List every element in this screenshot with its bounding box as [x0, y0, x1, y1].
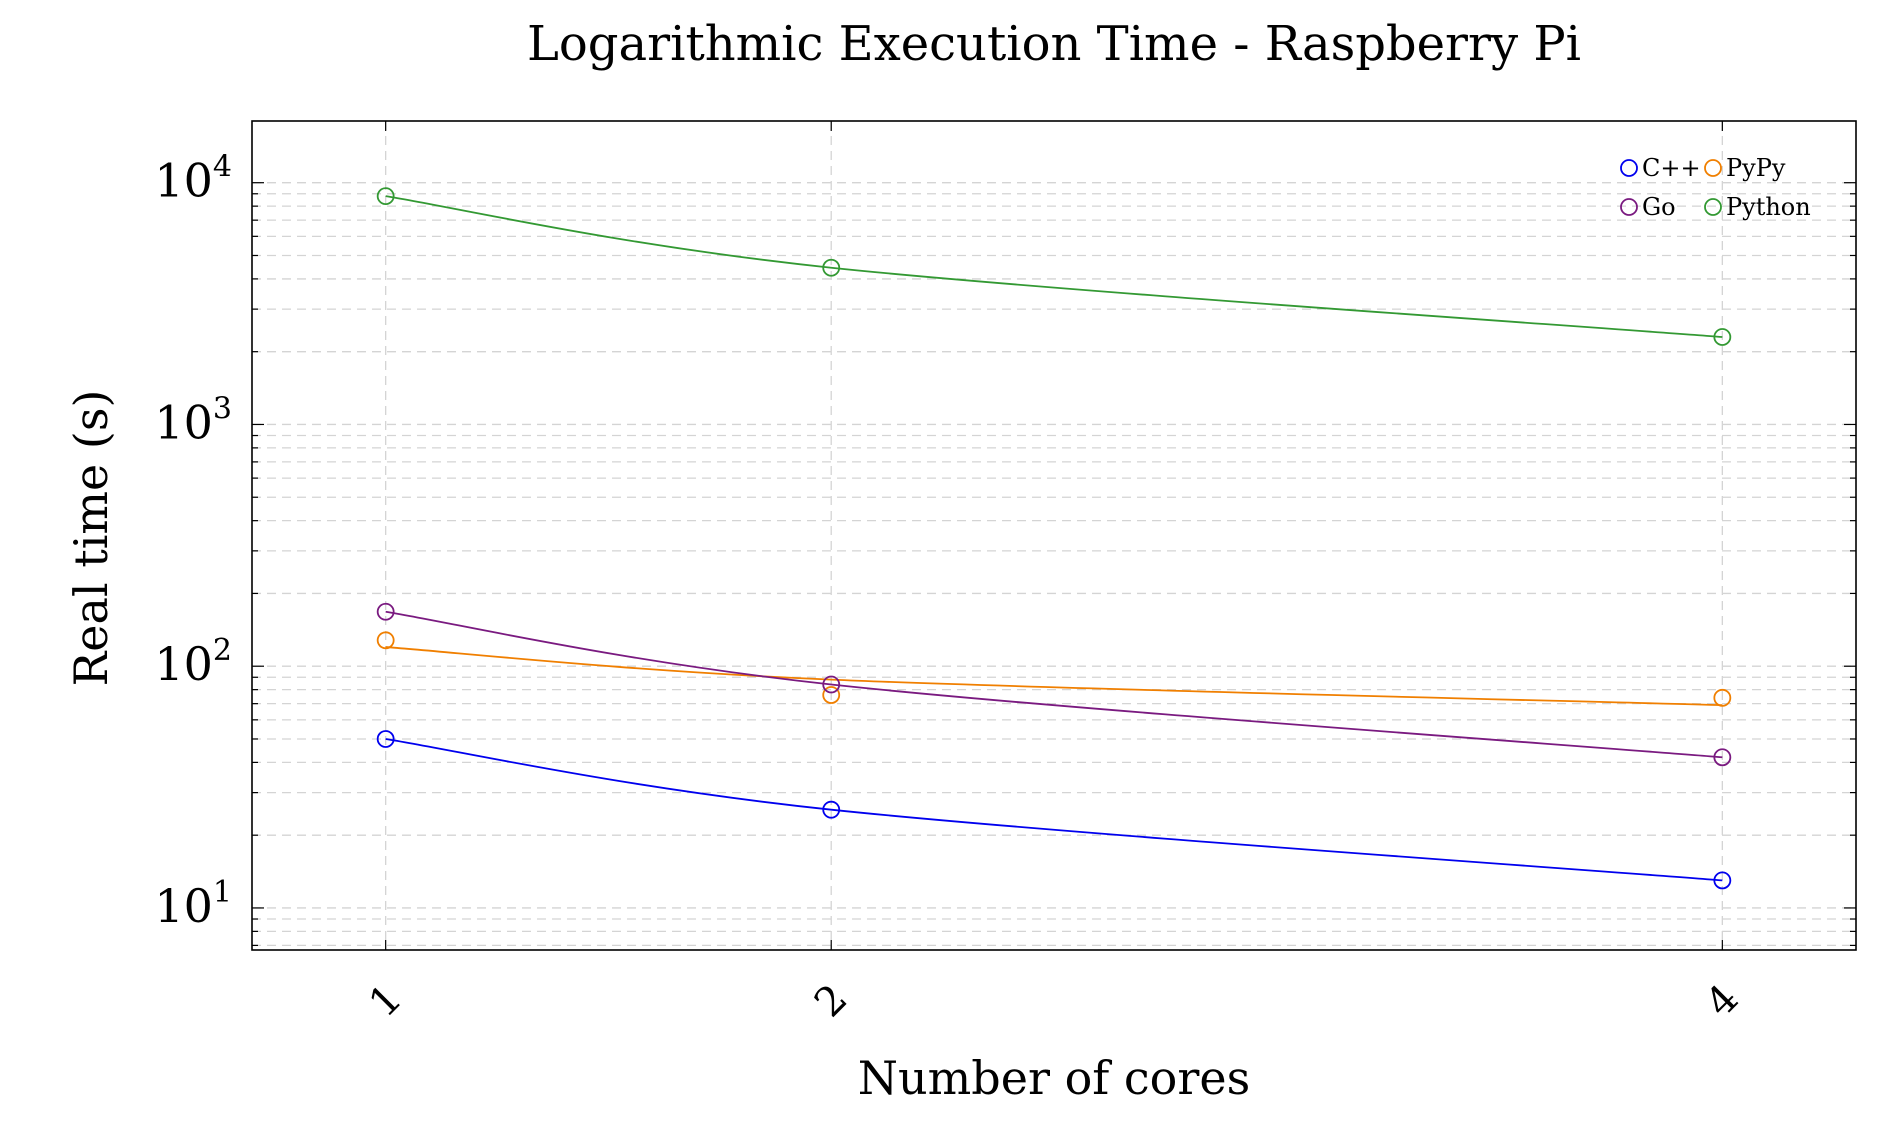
- legend-label: Python: [1726, 193, 1811, 221]
- legend-marker: [1704, 198, 1722, 216]
- series-line-go: [385, 610, 1723, 759]
- legend-marker: [1704, 159, 1722, 177]
- data-point-pypy: [376, 631, 395, 650]
- data-point-python: [376, 187, 395, 206]
- data-point-python: [822, 258, 841, 277]
- series-layer: [376, 187, 1732, 890]
- x-axis-label: Number of cores: [858, 1051, 1250, 1105]
- data-point-cpp: [376, 730, 395, 748]
- grid: [252, 121, 1856, 950]
- chart-title: Logarithmic Execution Time - Raspberry P…: [527, 16, 1581, 72]
- legend-label: Go: [1642, 193, 1676, 221]
- y-tick-label: 101: [154, 875, 232, 933]
- x-tick-label: 2: [806, 976, 857, 1027]
- legend-label: C++: [1642, 154, 1701, 182]
- data-point-pypy: [1713, 688, 1732, 707]
- series-line-cpp: [385, 738, 1723, 882]
- data-point-pypy: [822, 686, 841, 704]
- series-line-pypy: [385, 646, 1723, 707]
- data-point-go: [1713, 748, 1732, 767]
- x-tick-label: 1: [360, 976, 411, 1027]
- legend-marker: [1620, 159, 1638, 177]
- data-point-python: [1713, 328, 1732, 346]
- data-point-cpp: [1713, 871, 1732, 890]
- legend: C++ PyPy Go Python: [1620, 154, 1811, 221]
- x-tick-label: 4: [1697, 976, 1748, 1027]
- data-point-cpp: [822, 800, 841, 819]
- y-tick-label: 102: [154, 633, 232, 691]
- legend-label: PyPy: [1726, 154, 1786, 182]
- plot-frame: [251, 120, 1857, 951]
- legend-marker: [1620, 198, 1638, 216]
- series-line-python: [385, 195, 1723, 338]
- data-point-go: [376, 602, 395, 621]
- y-tick-label: 104: [154, 150, 232, 208]
- data-point-go: [822, 675, 841, 694]
- y-tick-label: 103: [154, 391, 232, 449]
- y-axis-label: Real time (s): [64, 390, 118, 687]
- axes: 1 2 4 101 102 103 104: [154, 120, 1857, 1027]
